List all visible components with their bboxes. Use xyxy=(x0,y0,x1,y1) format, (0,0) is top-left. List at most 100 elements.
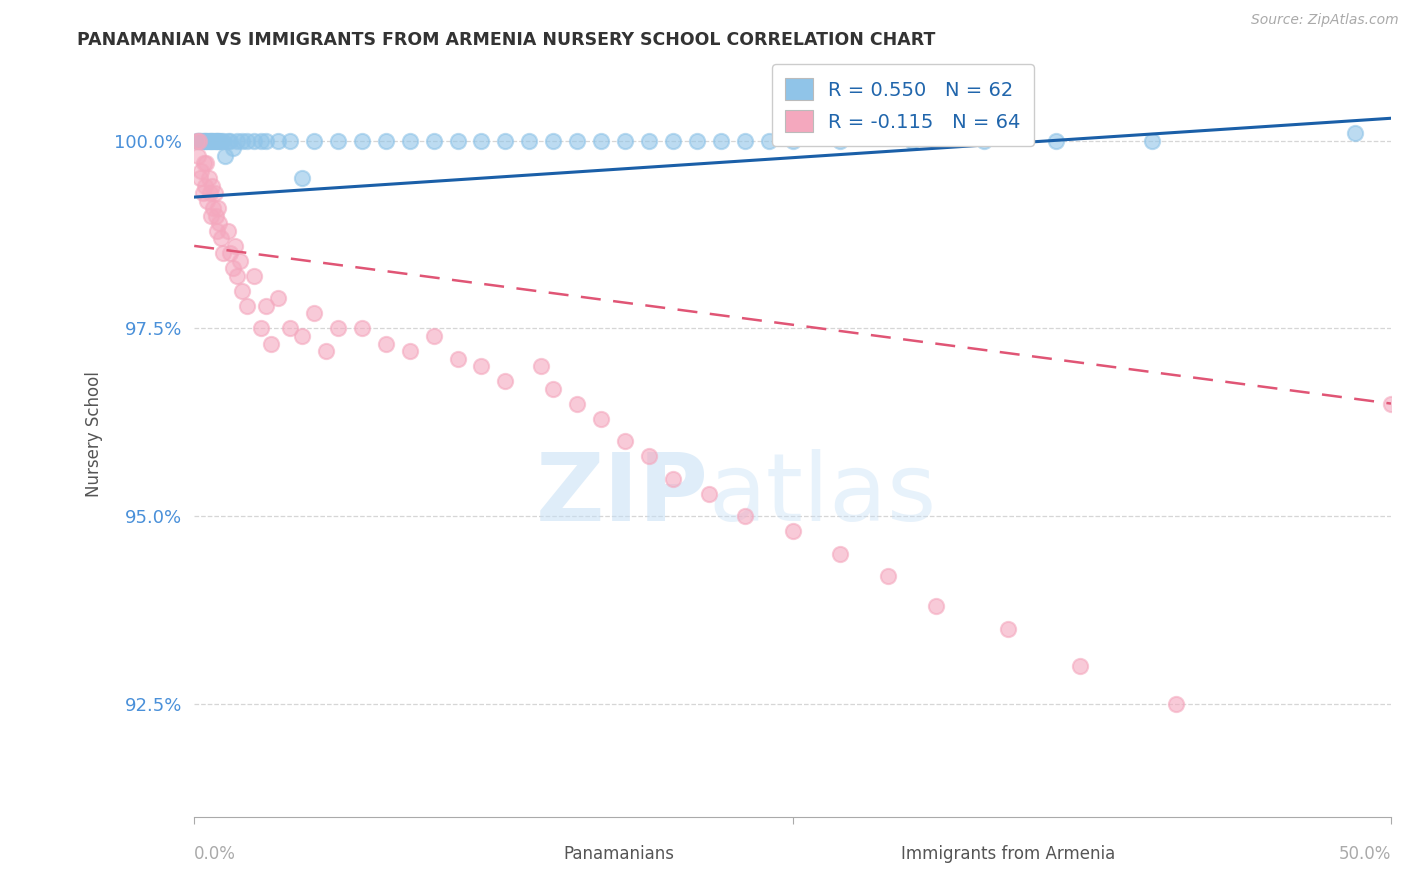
Point xyxy=(591,134,613,148)
Point xyxy=(278,134,301,148)
Point xyxy=(197,171,219,186)
Point xyxy=(494,374,516,388)
Text: 0.0%: 0.0% xyxy=(194,845,236,863)
Point xyxy=(517,134,540,148)
Point xyxy=(186,134,208,148)
Text: Immigrants from Armenia: Immigrants from Armenia xyxy=(901,845,1115,863)
Point xyxy=(267,292,290,306)
Point xyxy=(209,231,232,245)
Point xyxy=(374,134,396,148)
Point xyxy=(374,336,396,351)
Point xyxy=(530,359,553,373)
Point xyxy=(1045,134,1067,148)
Point xyxy=(830,547,852,561)
Point xyxy=(350,134,373,148)
Legend: R = 0.550   N = 62, R = -0.115   N = 64: R = 0.550 N = 62, R = -0.115 N = 64 xyxy=(772,64,1035,146)
Point xyxy=(326,134,349,148)
Point xyxy=(1379,396,1402,410)
Point xyxy=(567,134,589,148)
Point xyxy=(925,599,948,614)
Point xyxy=(195,134,218,148)
Point xyxy=(470,134,492,148)
Point xyxy=(188,171,211,186)
Point xyxy=(221,261,243,276)
Point xyxy=(202,134,225,148)
Point xyxy=(446,351,468,366)
Point xyxy=(291,171,314,186)
Point xyxy=(195,156,218,170)
Point xyxy=(224,239,246,253)
Point xyxy=(782,524,804,539)
Point xyxy=(782,134,804,148)
Point xyxy=(254,299,277,313)
Point xyxy=(302,134,325,148)
Point xyxy=(494,134,516,148)
Point xyxy=(877,569,900,583)
Point xyxy=(226,268,249,283)
Point xyxy=(186,134,208,148)
Point xyxy=(187,149,209,163)
Y-axis label: Nursery School: Nursery School xyxy=(86,371,103,497)
Text: atlas: atlas xyxy=(709,449,936,541)
Point xyxy=(243,268,266,283)
Point xyxy=(236,299,259,313)
Point xyxy=(201,178,224,193)
Point xyxy=(231,134,253,148)
Point xyxy=(207,202,229,216)
Point xyxy=(221,141,243,155)
Point xyxy=(470,359,492,373)
Point xyxy=(662,472,685,486)
Point xyxy=(191,134,214,148)
Point xyxy=(208,216,231,230)
Point xyxy=(195,194,218,208)
Point xyxy=(243,134,266,148)
Point xyxy=(194,178,217,193)
Point xyxy=(231,284,253,298)
Point xyxy=(195,134,218,148)
Point xyxy=(1344,126,1367,140)
Point xyxy=(997,622,1019,636)
Point xyxy=(398,344,420,359)
Point xyxy=(212,134,235,148)
Point xyxy=(214,149,236,163)
Point xyxy=(193,156,215,170)
Point xyxy=(219,246,242,260)
Point xyxy=(758,134,780,148)
Point xyxy=(567,396,589,410)
Point xyxy=(614,134,637,148)
Point xyxy=(219,134,242,148)
Point xyxy=(188,134,211,148)
Point xyxy=(228,254,250,268)
Point xyxy=(250,321,273,335)
Point xyxy=(188,134,211,148)
Text: PANAMANIAN VS IMMIGRANTS FROM ARMENIA NURSERY SCHOOL CORRELATION CHART: PANAMANIAN VS IMMIGRANTS FROM ARMENIA NU… xyxy=(77,31,936,49)
Point xyxy=(193,134,215,148)
Point xyxy=(205,224,228,238)
Point xyxy=(614,434,637,449)
Text: ZIP: ZIP xyxy=(536,449,709,541)
Point xyxy=(204,209,226,223)
Point xyxy=(830,134,852,148)
Point xyxy=(198,186,221,201)
Point xyxy=(226,134,249,148)
Point xyxy=(191,186,214,201)
Point xyxy=(205,134,228,148)
Point xyxy=(422,329,444,343)
Point xyxy=(190,134,212,148)
Point xyxy=(217,134,239,148)
Point xyxy=(236,134,259,148)
Point xyxy=(209,134,232,148)
Point xyxy=(1140,134,1163,148)
Point xyxy=(198,134,221,148)
Point xyxy=(302,306,325,320)
Point xyxy=(197,134,219,148)
Point xyxy=(350,321,373,335)
Point xyxy=(901,134,924,148)
Point xyxy=(190,163,212,178)
Point xyxy=(254,134,277,148)
Point xyxy=(200,209,222,223)
Point xyxy=(204,134,226,148)
Point xyxy=(291,329,314,343)
Point xyxy=(591,411,613,425)
Point xyxy=(1069,659,1091,673)
